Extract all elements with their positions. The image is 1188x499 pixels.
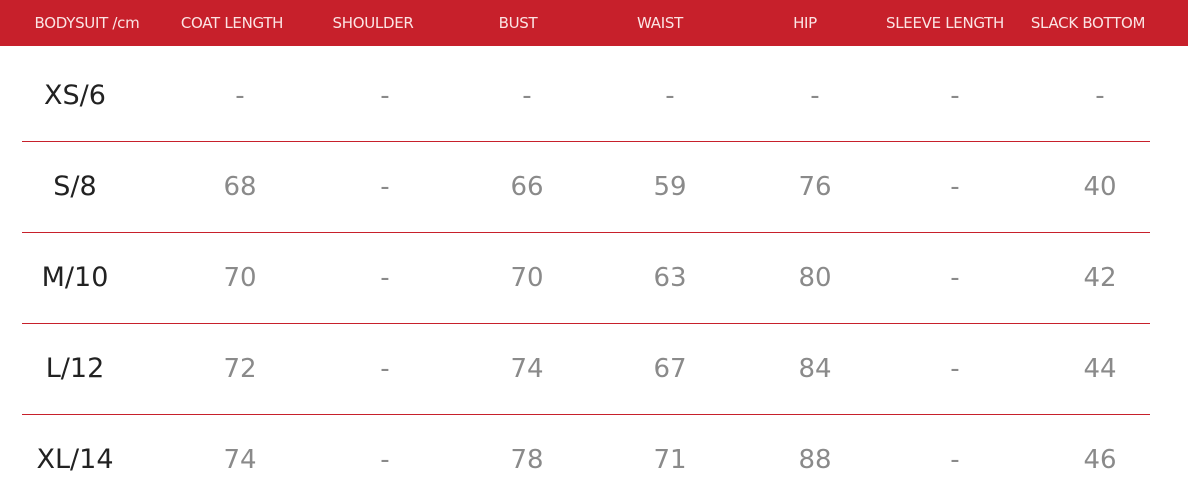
measurement-cell: 68: [223, 172, 257, 202]
measurement-cell: -: [950, 445, 960, 475]
measurement-cell: 72: [223, 354, 257, 384]
measurement-cell: -: [380, 81, 390, 111]
measurement-cell: 71: [653, 445, 687, 475]
column-header: SLACK BOTTOM: [1030, 14, 1146, 32]
column-header: SHOULDER: [332, 14, 414, 32]
size-label: M/10: [41, 262, 109, 293]
measurement-cell: -: [380, 172, 390, 202]
measurement-cell: 76: [798, 172, 832, 202]
measurement-cell: 78: [510, 445, 544, 475]
size-label: L/12: [45, 353, 105, 384]
column-header: BODYSUIT /cm: [34, 14, 140, 32]
table-row: S/8 68 - 66 59 76 - 40: [0, 141, 1188, 233]
measurement-cell: -: [950, 354, 960, 384]
measurement-cell: 74: [223, 445, 257, 475]
measurement-cell: 74: [510, 354, 544, 384]
measurement-cell: 70: [510, 263, 544, 293]
table-row: XL/14 74 - 78 71 88 - 46: [0, 414, 1188, 499]
column-header: HIP: [793, 14, 817, 32]
measurement-cell: 84: [798, 354, 832, 384]
measurement-cell: -: [522, 81, 532, 111]
row-divider: [22, 141, 1150, 142]
column-header: SLEEVE LENGTH: [885, 14, 1005, 32]
measurement-cell: -: [235, 81, 245, 111]
measurement-cell: -: [1095, 81, 1105, 111]
measurement-cell: -: [380, 263, 390, 293]
table-row: XS/6 - - - - - - -: [0, 50, 1188, 142]
measurement-cell: -: [810, 81, 820, 111]
measurement-cell: 80: [798, 263, 832, 293]
table-header: BODYSUIT /cm COAT LENGTH SHOULDER BUST WAIST…: [0, 0, 1188, 46]
table-row: L/12 72 - 74 67 84 - 44: [0, 323, 1188, 415]
measurement-cell: 67: [653, 354, 687, 384]
measurement-cell: -: [380, 354, 390, 384]
column-header: COAT LENGTH: [180, 14, 284, 32]
measurement-cell: 63: [653, 263, 687, 293]
measurement-cell: -: [950, 263, 960, 293]
measurement-cell: 40: [1083, 172, 1117, 202]
column-header: WAIST: [637, 14, 683, 32]
measurement-cell: 66: [510, 172, 544, 202]
measurement-cell: -: [665, 81, 675, 111]
measurement-cell: 46: [1083, 445, 1117, 475]
measurement-cell: -: [380, 445, 390, 475]
measurement-cell: -: [950, 81, 960, 111]
row-divider: [22, 232, 1150, 233]
row-divider: [22, 323, 1150, 324]
row-divider: [22, 414, 1150, 415]
column-header: BUST: [498, 14, 538, 32]
measurement-cell: 59: [653, 172, 687, 202]
size-label: S/8: [53, 171, 97, 202]
measurement-cell: 44: [1083, 354, 1117, 384]
measurement-cell: 88: [798, 445, 832, 475]
measurement-cell: 42: [1083, 263, 1117, 293]
measurement-cell: -: [950, 172, 960, 202]
size-label: XS/6: [44, 80, 106, 111]
size-label: XL/14: [36, 444, 114, 475]
table-row: M/10 70 - 70 63 80 - 42: [0, 232, 1188, 324]
measurement-cell: 70: [223, 263, 257, 293]
